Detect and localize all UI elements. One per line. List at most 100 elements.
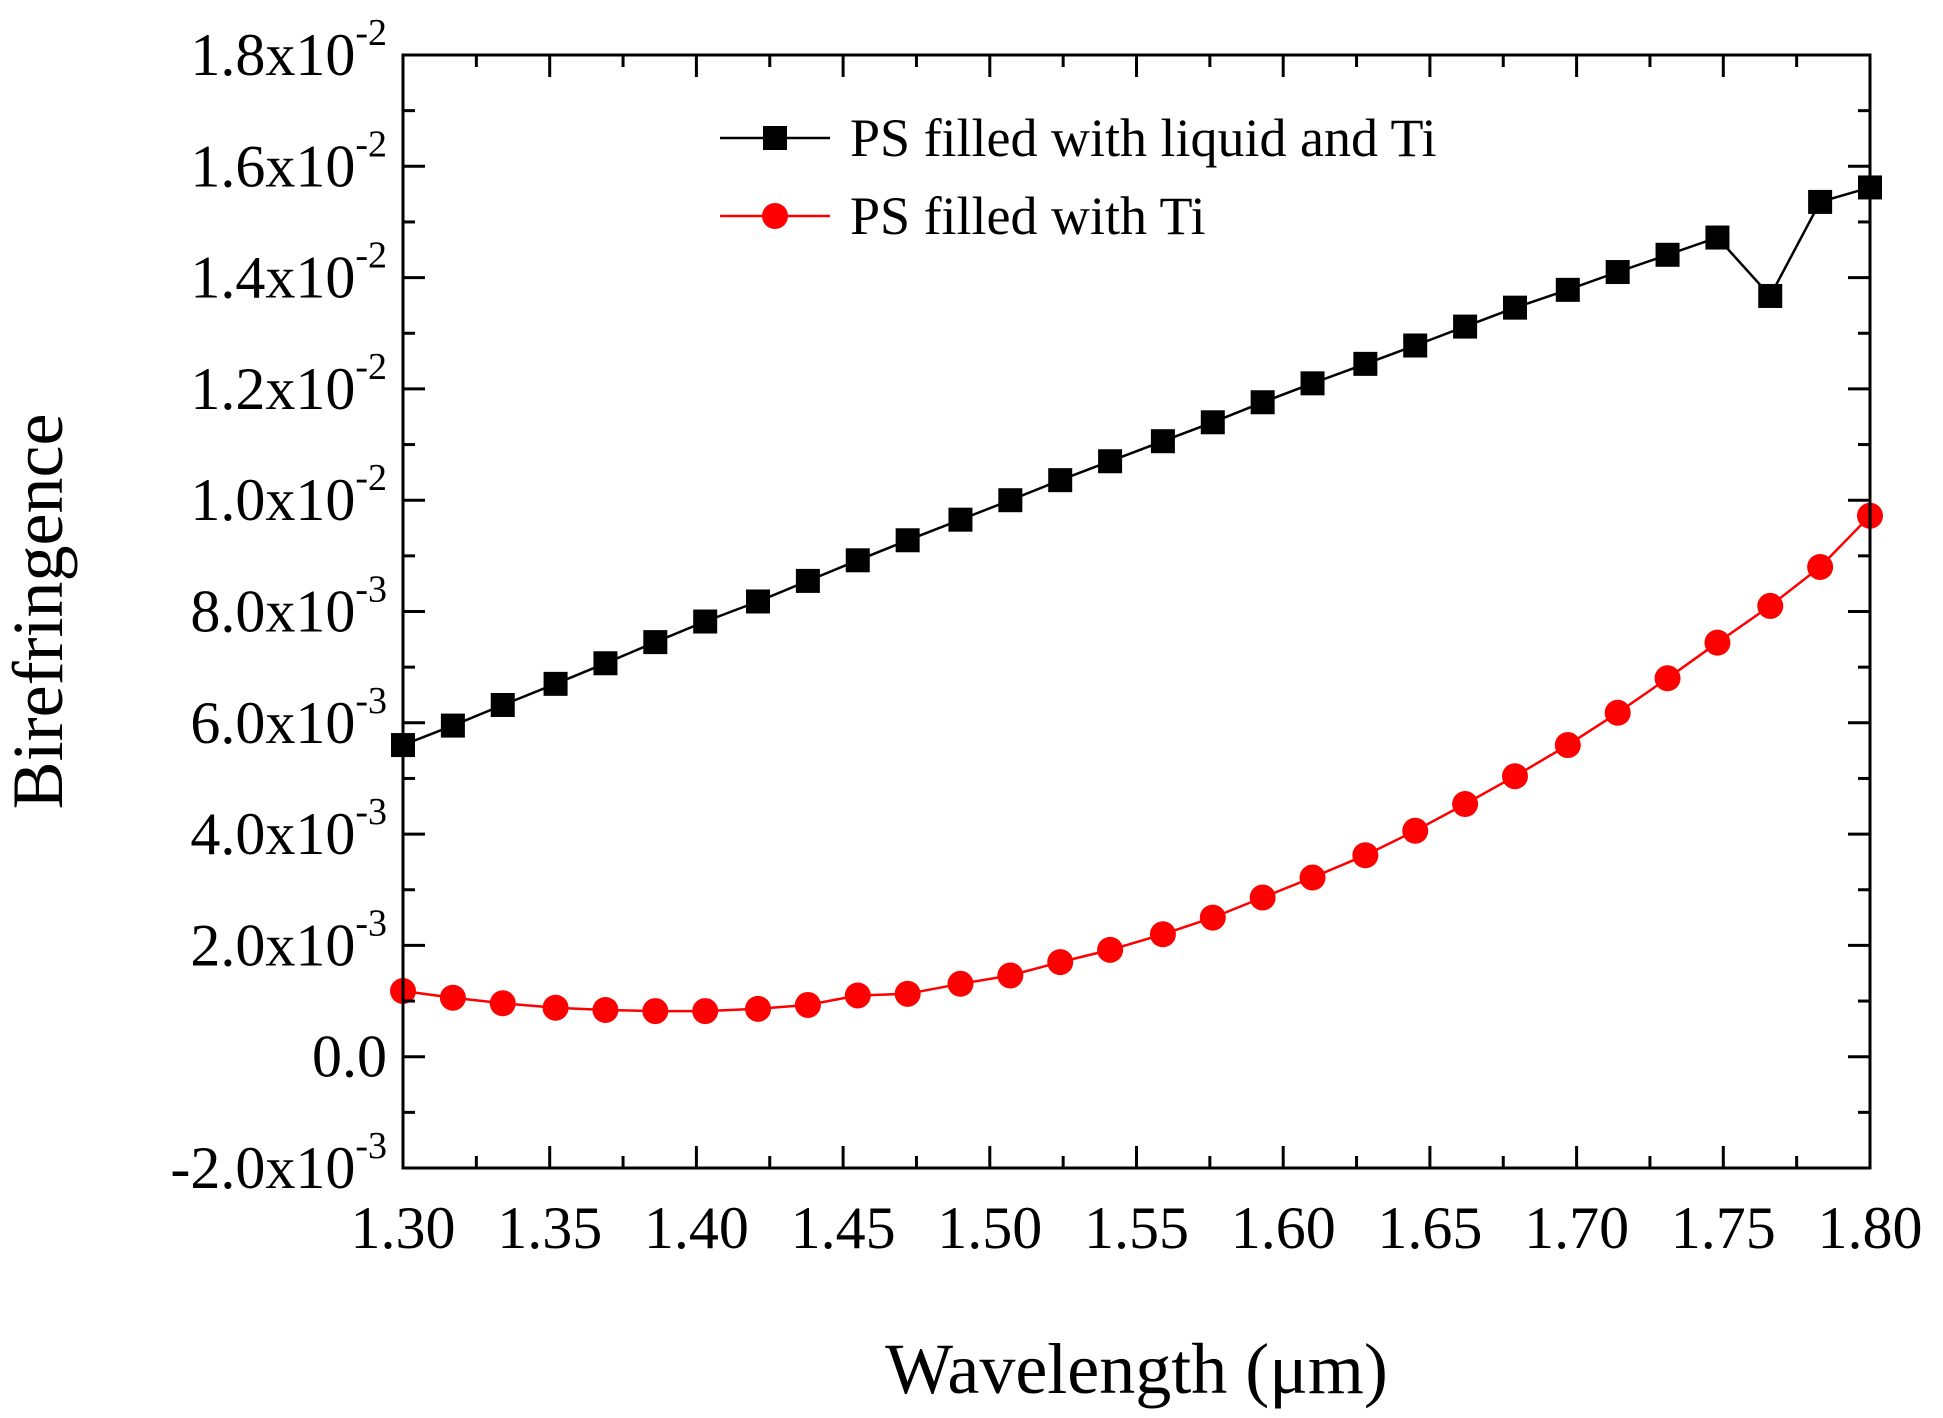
y-axis-title: Birefringence: [0, 414, 78, 810]
x-axis-title: Wavelength (μm): [885, 1329, 1388, 1409]
data-point-circle: [1704, 629, 1731, 656]
data-point-square: [746, 589, 771, 614]
y-tick-mantissa: 6.0x10: [190, 690, 355, 756]
y-tick-exponent: -3: [355, 902, 387, 944]
y-tick-label: 1.4x10-2: [190, 235, 387, 311]
y-tick-mantissa: 1.6x10: [190, 133, 355, 199]
data-point-circle: [1501, 763, 1528, 790]
y-tick-mantissa: 1.0x10: [190, 467, 355, 533]
x-tick-label: 1.70: [1524, 1195, 1629, 1261]
data-point-square: [998, 488, 1023, 513]
data-point-circle: [439, 984, 466, 1011]
y-tick-exponent: -3: [355, 569, 387, 611]
data-point-circle: [894, 980, 921, 1007]
y-tick-label: 6.0x10-3: [190, 680, 387, 756]
data-point-square: [693, 609, 718, 634]
data-point-square: [845, 548, 870, 573]
data-point-circle: [997, 962, 1024, 989]
data-point-square: [1098, 449, 1123, 474]
y-tick-label: 1.2x10-2: [190, 346, 387, 422]
legend-label: PS filled with liquid and Ti: [850, 108, 1437, 168]
data-point-square: [1705, 225, 1730, 250]
series-2: [390, 502, 1883, 1025]
legend: PS filled with liquid and Ti PS filled wi…: [720, 108, 1437, 246]
data-point-circle: [1807, 553, 1834, 580]
y-tick-label: 1.0x10-2: [190, 457, 387, 533]
data-point-square: [1502, 295, 1527, 320]
y-tick-label: 1.6x10-2: [190, 123, 387, 199]
data-point-circle: [692, 998, 719, 1025]
y-tick-exponent: -2: [355, 235, 387, 277]
series-line: [402, 514, 1871, 1013]
y-tick-mantissa: 1.2x10: [190, 356, 355, 422]
y-tick-mantissa: -2.0x10: [170, 1135, 355, 1201]
y-tick-label: -2.0x10-3: [170, 1125, 387, 1201]
data-point-square: [1150, 429, 1175, 454]
legend-marker-square: [763, 126, 787, 150]
y-tick-mantissa: 1.4x10: [190, 245, 355, 311]
data-point-square: [440, 713, 465, 738]
data-point-square: [1250, 390, 1275, 415]
y-tick-exponent: -3: [355, 680, 387, 722]
x-tick-label: 1.35: [497, 1195, 602, 1261]
data-point-circle: [1299, 864, 1326, 891]
legend-item-1: PS filled with liquid and Ti: [720, 108, 1437, 168]
data-point-circle: [1199, 904, 1226, 931]
data-point-square: [543, 671, 568, 696]
y-tick-mantissa: 4.0x10: [190, 801, 355, 867]
data-point-square: [1555, 277, 1580, 302]
x-tick-label: 1.40: [644, 1195, 749, 1261]
y-tick-exponent: -2: [355, 123, 387, 165]
data-point-circle: [844, 982, 871, 1009]
data-point-circle: [1402, 817, 1429, 844]
data-point-square: [1300, 371, 1325, 396]
data-point-circle: [745, 995, 772, 1022]
data-point-circle: [794, 991, 821, 1018]
data-point-circle: [1097, 936, 1124, 963]
y-tick-label: 2.0x10-3: [190, 902, 387, 978]
data-point-square: [643, 630, 668, 655]
x-tick-label: 1.45: [791, 1195, 896, 1261]
y-tick-exponent: -3: [355, 1125, 387, 1167]
x-tick-label: 1.75: [1671, 1195, 1776, 1261]
y-tick-label: 1.8x10-2: [190, 12, 387, 88]
data-point-circle: [1352, 842, 1379, 869]
data-point-circle: [642, 998, 669, 1025]
data-point-circle: [947, 970, 974, 997]
data-point-square: [1453, 314, 1478, 339]
x-tick-label: 1.55: [1084, 1195, 1189, 1261]
data-point-circle: [1047, 949, 1074, 976]
y-tick-mantissa: 1.8x10: [190, 22, 355, 88]
data-point-circle: [1149, 921, 1176, 948]
legend-item-2: PS filled with Ti: [720, 186, 1206, 246]
series-1: [391, 175, 1882, 758]
data-point-circle: [592, 996, 619, 1023]
y-tick-mantissa: 0.0: [312, 1024, 387, 1090]
series-line: [402, 186, 1871, 747]
x-tick-label: 1.80: [1818, 1195, 1923, 1261]
data-point-square: [1808, 189, 1833, 214]
y-tick-label: 8.0x10-3: [190, 569, 387, 645]
data-point-square: [1403, 333, 1428, 358]
data-point-circle: [1654, 665, 1681, 692]
data-point-square: [795, 568, 820, 593]
y-tick-exponent: -2: [355, 346, 387, 388]
y-tick-exponent: -2: [355, 12, 387, 54]
data-point-circle: [1452, 791, 1479, 818]
data-point-square: [490, 692, 515, 717]
x-tick-label: 1.30: [351, 1195, 456, 1261]
data-point-square: [1200, 410, 1225, 435]
x-tick-label: 1.60: [1231, 1195, 1336, 1261]
data-point-circle: [1757, 592, 1784, 619]
data-point-square: [948, 507, 973, 532]
data-point-circle: [1249, 884, 1276, 911]
data-point-square: [895, 528, 920, 553]
y-tick-mantissa: 8.0x10: [190, 579, 355, 645]
y-tick-exponent: -3: [355, 791, 387, 833]
x-tick-label: 1.50: [937, 1195, 1042, 1261]
y-tick-mantissa: 2.0x10: [190, 912, 355, 978]
data-point-square: [1048, 468, 1073, 493]
legend-marker-circle: [762, 203, 788, 229]
legend-label: PS filled with Ti: [850, 186, 1206, 246]
data-point-circle: [542, 994, 569, 1021]
